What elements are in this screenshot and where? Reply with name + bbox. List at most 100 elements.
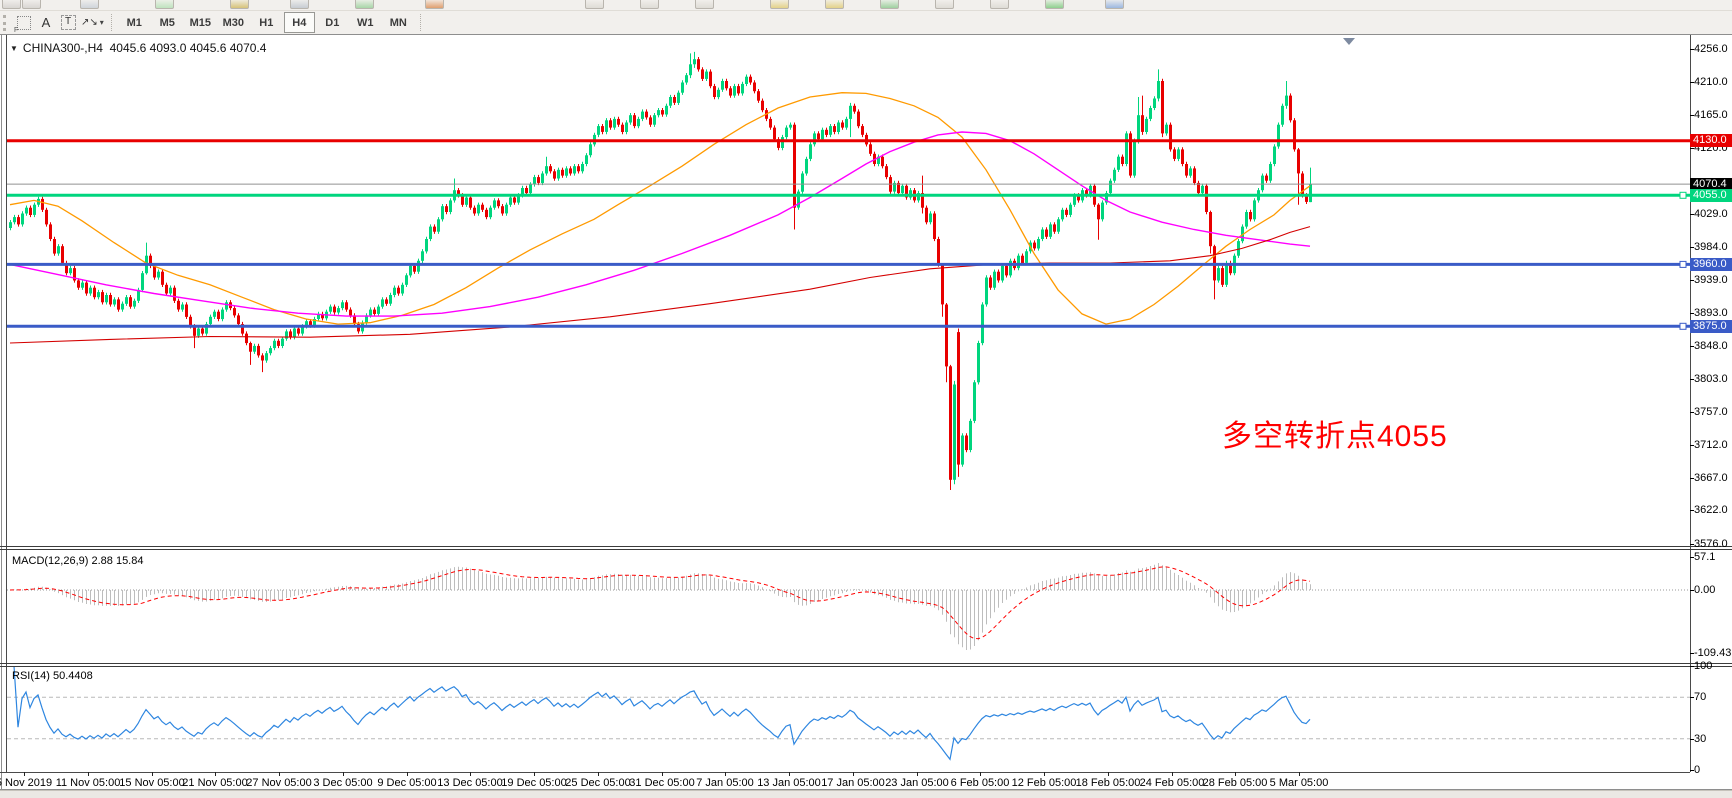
main-price-chart[interactable] <box>7 37 1690 547</box>
time-tick-label: 23 Jan 05:00 <box>885 777 949 789</box>
price-badge-4070.4: 4070.4 <box>1690 178 1732 191</box>
terminal-icon[interactable] <box>290 0 309 9</box>
time-tick-label: 27 Nov 05:00 <box>246 777 312 789</box>
zoom-out-icon[interactable] <box>825 0 844 9</box>
chevron-down-icon[interactable]: ▾ <box>99 18 104 27</box>
window-icon[interactable] <box>2 0 21 9</box>
time-tick-mark <box>598 772 599 776</box>
chart-title[interactable]: ▼ CHINA300-,H4 4045.6 4093.0 4045.6 4070.… <box>10 41 266 55</box>
timeframe-D1[interactable]: D1 <box>325 16 340 29</box>
time-tick-mark <box>407 772 408 776</box>
price-tick-label: 3803.0 <box>1694 373 1728 385</box>
timeframe-M15[interactable]: M15 <box>189 16 211 29</box>
rsi-line <box>13 667 1311 761</box>
price-tick-mark <box>1690 82 1694 83</box>
macd-tick-mark <box>1690 653 1694 654</box>
hline-handle[interactable] <box>1679 191 1687 199</box>
price-tick-mark <box>1690 148 1694 149</box>
price-tick-label: 3848.0 <box>1694 340 1728 352</box>
time-tick-label: 5 Nov 2019 <box>0 777 53 789</box>
collapse-triangle-icon[interactable]: ▼ <box>10 44 18 53</box>
price-tick-label: 3667.0 <box>1694 472 1728 484</box>
time-tick-label: 15 Nov 05:00 <box>119 777 185 789</box>
timeframe-M1[interactable]: M1 <box>126 16 142 29</box>
cascade-windows-icon[interactable] <box>990 0 1009 9</box>
toolbar-standard <box>0 0 1732 11</box>
rsi-axis-label: 70 <box>1694 691 1707 703</box>
zoom-icon[interactable] <box>80 0 99 9</box>
add-indicator-icon[interactable] <box>1045 0 1064 9</box>
help-icon[interactable] <box>1105 0 1124 9</box>
timeframe-M30[interactable]: M30 <box>222 16 244 29</box>
price-tick-mark <box>1690 247 1694 248</box>
timeframe-buttons: M1 M5 M15 M30 H1 H4 D1 W1 MN <box>118 12 415 33</box>
timeframe-W1[interactable]: W1 <box>357 16 374 29</box>
macd-splitter[interactable] <box>0 546 1732 547</box>
ohlc-values: 4045.6 4093.0 4045.6 4070.4 <box>109 41 267 55</box>
time-tick-label: 5 Mar 05:00 <box>1269 777 1329 789</box>
candlestick-chart-icon[interactable] <box>640 0 659 9</box>
time-tick-mark <box>1108 772 1109 776</box>
macd-tick-mark <box>1690 557 1694 558</box>
timeframe-M5[interactable]: M5 <box>159 16 175 29</box>
chart-left-border <box>1 34 2 790</box>
chart-inner-border <box>6 35 7 772</box>
toolbar-separator <box>419 14 422 31</box>
rsi-axis-label: 30 <box>1694 733 1707 745</box>
price-tick-label: 4165.0 <box>1694 109 1728 121</box>
time-tick-mark <box>470 772 471 776</box>
time-tick-label: 6 Feb 05:00 <box>950 777 1010 789</box>
candles-series <box>9 51 1312 490</box>
news-icon[interactable] <box>425 0 444 9</box>
text-annotation[interactable]: 多空转折点4055 <box>1222 420 1448 453</box>
time-tick-mark <box>725 772 726 776</box>
timeframe-H1[interactable]: H1 <box>259 16 274 29</box>
macd-axis-label: -109.43 <box>1694 647 1732 659</box>
tile-windows-icon[interactable] <box>935 0 954 9</box>
macd-histogram <box>14 563 1311 650</box>
text-tool-icon[interactable]: T <box>59 14 77 32</box>
autotrading-icon[interactable] <box>355 0 374 9</box>
bar-chart-icon[interactable] <box>585 0 604 9</box>
time-tick-mark <box>1044 772 1045 776</box>
rsi-splitter[interactable] <box>0 663 1732 664</box>
rsi-indicator-panel[interactable] <box>7 667 1690 771</box>
rsi-current-value: 50.4408 <box>52 670 93 682</box>
time-tick-label: 19 Dec 05:00 <box>501 777 567 789</box>
price-tick-label: 3893.0 <box>1694 307 1728 319</box>
text-label-tool-icon[interactable]: A <box>41 15 51 30</box>
price-tick-label: 3576.0 <box>1694 538 1728 550</box>
chart-bottom-border <box>0 789 1732 790</box>
price-tick-mark <box>1690 49 1694 50</box>
new-order-icon[interactable] <box>155 0 174 9</box>
toolbar-drag-handle[interactable] <box>3 14 10 31</box>
hline-handle[interactable] <box>1679 260 1687 268</box>
timeframe-H4[interactable]: H4 <box>283 12 315 33</box>
toolbar-periods: F A T ↗↘ ▾ M1 M5 M15 M30 H1 H4 D1 W1 MN <box>0 11 1732 35</box>
rsi-tick-mark <box>1690 666 1694 667</box>
hline-handle[interactable] <box>1679 322 1687 330</box>
rsi-tick-mark <box>1690 697 1694 698</box>
objects-tool-icon[interactable]: ↗↘ ▾ <box>81 17 104 28</box>
time-tick-label: 17 Jan 05:00 <box>821 777 885 789</box>
timeframe-MN[interactable]: MN <box>389 16 407 29</box>
price-tick-mark <box>1690 313 1694 314</box>
time-tick-label: 3 Dec 05:00 <box>313 777 373 789</box>
zoom-in-icon[interactable] <box>770 0 789 9</box>
price-tick-label: 3757.0 <box>1694 406 1728 418</box>
metaeditor-icon[interactable] <box>230 0 249 9</box>
chart-window-icon[interactable] <box>22 0 41 9</box>
line-chart-icon[interactable] <box>695 0 714 9</box>
time-tick-label: 18 Feb 05:00 <box>1075 777 1141 789</box>
macd-tick-mark <box>1690 590 1694 591</box>
chart-shift-marker[interactable] <box>1343 38 1355 45</box>
cursor-tool-icon[interactable]: F <box>14 14 33 34</box>
time-tick-mark <box>1172 772 1173 776</box>
price-tick-label: 4256.0 <box>1694 43 1728 55</box>
time-tick-label: 24 Feb 05:00 <box>1139 777 1205 789</box>
macd-indicator-panel[interactable] <box>7 551 1690 662</box>
indicators-list-icon[interactable] <box>880 0 899 9</box>
time-tick-label: 9 Dec 05:00 <box>377 777 437 789</box>
ma-slow-red <box>9 226 1311 344</box>
price-tick-label: 4029.0 <box>1694 208 1728 220</box>
